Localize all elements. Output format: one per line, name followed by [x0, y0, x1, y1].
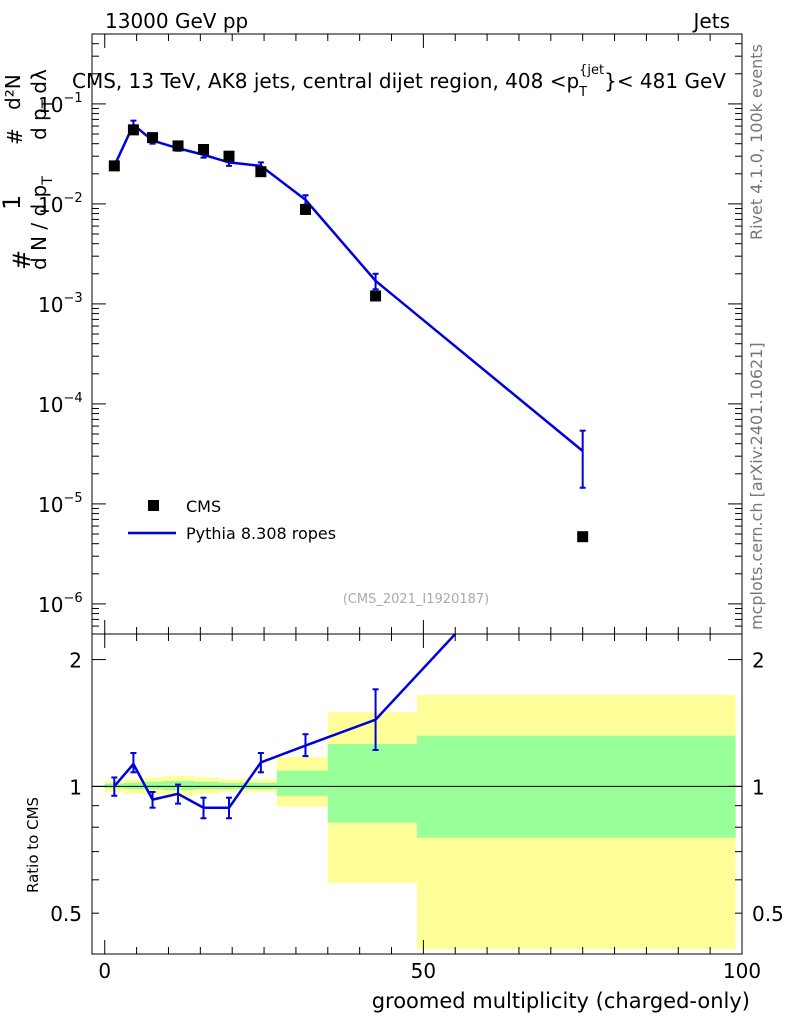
legend-data-marker — [148, 500, 159, 511]
ratio-y-tick-label-right: 0.5 — [752, 902, 784, 926]
category-label: Jets — [692, 9, 730, 33]
legend-data-label: CMS — [186, 497, 221, 516]
ratio-y-tick-label: 2 — [69, 649, 82, 673]
y-tick-label: 10−3 — [38, 291, 83, 317]
energy-label: 13000 GeV pp — [105, 9, 248, 33]
data-point — [147, 132, 159, 144]
data-point — [370, 290, 382, 302]
data-point — [577, 531, 589, 543]
ratio-content — [92, 634, 742, 950]
ratio-y-tick-label: 1 — [69, 775, 82, 799]
main-panel: 10−6 10−5 10−4 10−3 10−2 10−1 — [38, 33, 743, 635]
ylabel-sigma-den: d N / d pT — [27, 176, 56, 270]
ratio-y-tick-label-right: 1 — [752, 775, 765, 799]
main-frame — [91, 33, 743, 635]
x-tick-label: 0 — [98, 959, 111, 983]
y-tick-label: 10−5 — [38, 491, 83, 517]
y-tick-label: 10−4 — [38, 391, 83, 417]
x-axis-label: groomed multiplicity (charged-only) — [372, 989, 750, 1013]
rivet-label: Rivet 4.1.0, 100k events — [747, 44, 766, 240]
ylabel-deriv-den: d pTdλ — [27, 69, 56, 140]
y-tick-label: 10−6 — [38, 591, 83, 617]
ratio-y-tick-label: 0.5 — [50, 902, 82, 926]
ratio-series-line — [113, 634, 457, 809]
ylabel-hash-2: # — [3, 128, 27, 145]
ylabel-deriv-num: d²N — [1, 74, 25, 110]
uncertainty-band-inner — [276, 770, 328, 796]
x-tick-label: 50 — [411, 959, 436, 983]
ylabel-one: 1 — [0, 195, 26, 210]
mcplots-label: mcplots.cern.ch [arXiv:2401.10621] — [747, 342, 766, 630]
uncertainty-band-inner — [193, 781, 220, 790]
data-point — [255, 166, 267, 178]
data-point — [172, 140, 184, 152]
uncertainty-band-inner — [327, 744, 417, 823]
data-point — [223, 150, 235, 162]
analysis-watermark: (CMS_2021_I1920187) — [343, 592, 490, 607]
y-tick-label: 10−1 — [38, 91, 83, 117]
legend-mc-label: Pythia 8.308 ropes — [186, 524, 336, 543]
ratio-ylabel: Ratio to CMS — [24, 797, 42, 893]
uncertainty-band-inner — [142, 781, 163, 790]
y-tick-label: 10−2 — [38, 191, 83, 217]
mc-series-line — [113, 122, 584, 452]
ratio-panel: 0.5 0.5 1 1 2 2 0 50 100 — [50, 633, 784, 983]
ylabel-hash: # — [8, 250, 36, 270]
x-tick-label: 100 — [723, 959, 761, 983]
data-point — [299, 203, 311, 215]
data-point — [198, 143, 210, 155]
ratio-frame — [91, 633, 743, 955]
ratio-y-tick-label-right: 2 — [752, 649, 765, 673]
data-point — [127, 124, 139, 136]
main-title: CMS, 13 TeV, AK8 jets, central dijet reg… — [72, 63, 726, 100]
data-point — [108, 160, 120, 172]
